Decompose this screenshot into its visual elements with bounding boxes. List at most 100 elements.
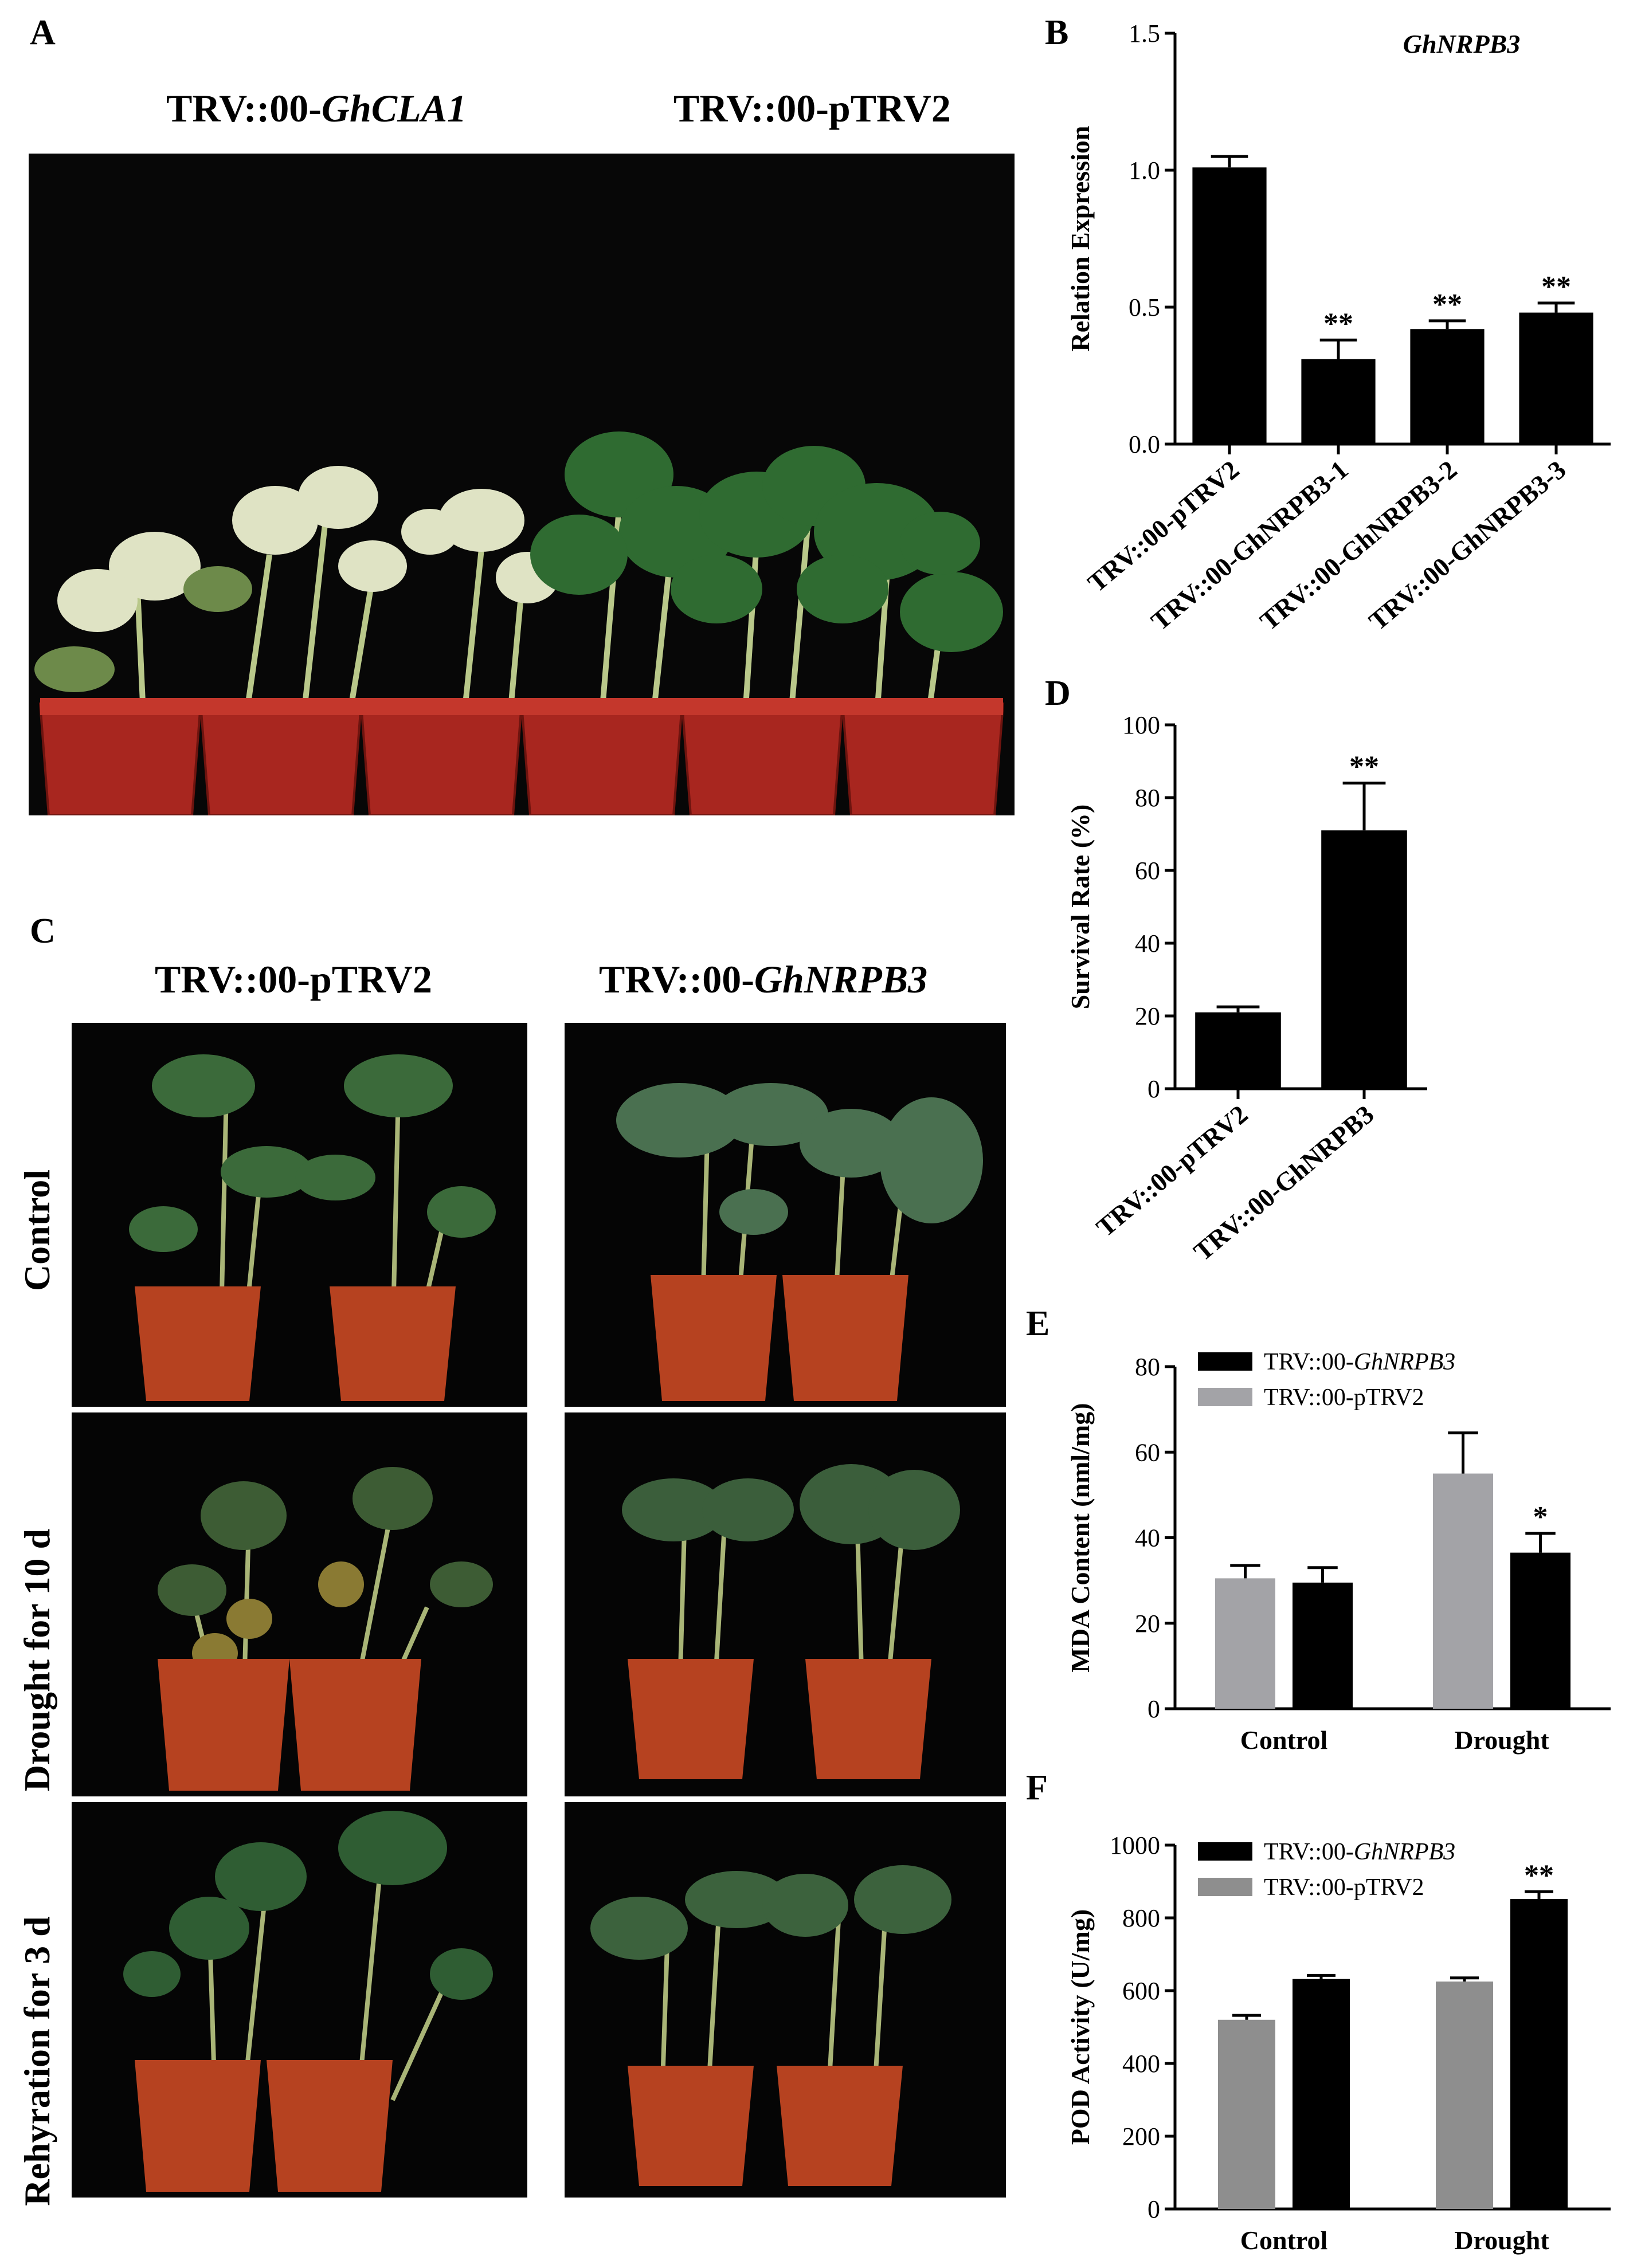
significance-mark: ** <box>1524 1859 1554 1892</box>
panel-letter-f: F <box>1026 1768 1048 1807</box>
bar <box>1321 830 1407 1089</box>
photo-ghnrpb3-rehydration <box>565 1802 1006 2198</box>
plant-illustration <box>72 1412 527 1796</box>
y-tick-label: 0 <box>1147 1075 1160 1103</box>
x-tick-label: TRV::00-GhNRPB3-1 <box>1145 455 1353 636</box>
significance-mark: ** <box>1432 288 1462 321</box>
plant-illustration <box>565 1412 1006 1796</box>
photo-ptrv2-rehydration <box>72 1802 527 2198</box>
y-axis-label: Survival Rate (%) <box>1066 805 1095 1010</box>
chart-e-mda-content: 0 20 40 60 80 MDA Content (nml/mg) Control * Dro… <box>1066 1349 1611 1755</box>
legend-swatch <box>1198 1842 1252 1861</box>
y-tick-label: 20 <box>1135 1610 1160 1638</box>
legend-label: TRV::00-pTRV2 <box>1264 1384 1424 1411</box>
legend-swatch <box>1198 1878 1252 1896</box>
x-tick-label: TRV::00-GhNRPB3-2 <box>1254 455 1462 636</box>
y-tick-label: 1.0 <box>1129 156 1160 185</box>
y-tick-label: 1000 <box>1110 1831 1160 1859</box>
legend-label: TRV::00-pTRV2 <box>1264 1874 1424 1901</box>
legend-swatch <box>1198 1352 1252 1371</box>
plant-illustration <box>72 1023 527 1407</box>
label-gene: GhNRPB3 <box>754 958 928 1001</box>
y-axis-label: MDA Content (nml/mg) <box>1066 1403 1095 1672</box>
legend-label-prefix: TRV::00-pTRV2 <box>1264 1874 1424 1901</box>
x-tick-label: TRV::00-GhNRPB3-3 <box>1363 455 1571 636</box>
photo-ghnrpb3-drought <box>565 1412 1006 1796</box>
bar <box>1433 1473 1493 1709</box>
legend-label-prefix: TRV::00-pTRV2 <box>1264 1384 1424 1411</box>
panel-c-col-label-ptrv2: TRV::00-pTRV2 <box>155 957 432 1002</box>
bar <box>1510 1898 1568 2209</box>
panel-letter-c: C <box>30 912 56 951</box>
y-tick-label: 0.0 <box>1129 430 1160 458</box>
y-tick-label: 80 <box>1135 784 1160 812</box>
plant-illustration <box>565 1802 1006 2198</box>
bar <box>1510 1552 1570 1709</box>
x-tick-label: Drought <box>1454 2226 1549 2255</box>
y-tick-label: 100 <box>1122 711 1160 739</box>
panel-letter-b: B <box>1045 13 1069 52</box>
y-tick-label: 60 <box>1135 857 1160 885</box>
chart-b-relative-expression: 0.0 0.5 1.0 1.5 Relation Expression GhNRPB3 TR… <box>1066 19 1611 636</box>
y-tick-label: 200 <box>1122 2122 1160 2151</box>
bar <box>1293 1979 1350 2209</box>
x-tick-label: Drought <box>1454 1725 1549 1755</box>
legend-label-prefix: TRV::00- <box>1264 1349 1354 1375</box>
y-tick-label: 60 <box>1135 1438 1160 1466</box>
y-axis-label: POD Activity (U/mg) <box>1066 1909 1095 2145</box>
label-prefix: TRV::00- <box>599 958 754 1001</box>
panel-c-col-label-ghnrpb3: TRV::00-GhNRPB3 <box>599 957 927 1002</box>
photo-ptrv2-control <box>72 1023 527 1407</box>
bar <box>1218 2019 1275 2209</box>
y-tick-label: 400 <box>1122 2050 1160 2078</box>
x-tick-label: Control <box>1240 1725 1328 1755</box>
bar <box>1293 1582 1353 1709</box>
legend-label-gene: GhNRPB3 <box>1354 1839 1455 1865</box>
significance-mark: ** <box>1323 307 1353 340</box>
label-prefix: TRV::00-pTRV2 <box>673 87 951 130</box>
label-prefix: TRV::00- <box>166 87 322 130</box>
y-tick-label: 20 <box>1135 1002 1160 1030</box>
panel-a-label-ptrv2: TRV::00-pTRV2 <box>673 86 951 131</box>
y-tick-label: 800 <box>1122 1904 1160 1932</box>
y-tick-label: 40 <box>1135 929 1160 958</box>
legend-label: TRV::00-GhNRPB3 <box>1264 1839 1455 1865</box>
legend-label-gene: GhNRPB3 <box>1354 1349 1455 1375</box>
plant-illustration <box>565 1023 1006 1407</box>
chart-f-pod-activity: 0 200 400 600 800 1000 POD Activity (U/mg) Cont… <box>1066 1831 1611 2255</box>
legend-swatch <box>1198 1388 1252 1406</box>
panel-a-label-gh-cla1: TRV::00-GhCLA1 <box>166 86 467 131</box>
bar <box>1519 312 1593 444</box>
x-tick-label: Control <box>1240 2226 1328 2255</box>
panel-a-seedlings-photo <box>29 154 1015 815</box>
panel-letter-e: E <box>1026 1304 1050 1343</box>
bar <box>1410 329 1485 444</box>
y-tick-label: 0 <box>1147 1695 1160 1723</box>
significance-mark: ** <box>1541 270 1571 303</box>
significance-mark: * <box>1533 1501 1548 1533</box>
seedlings-illustration <box>29 154 1015 815</box>
y-tick-label: 1.5 <box>1129 19 1160 48</box>
panel-letter-a: A <box>30 13 56 52</box>
legend-label: TRV::00-GhNRPB3 <box>1264 1349 1455 1375</box>
bar <box>1436 1981 1493 2209</box>
significance-mark: ** <box>1349 751 1379 783</box>
panel-letter-d: D <box>1045 674 1071 713</box>
panel-c-row-label-drought: Drought for 10 d <box>17 1528 57 1792</box>
chart-title: GhNRPB3 <box>1403 29 1520 58</box>
y-tick-label: 600 <box>1122 1977 1160 2005</box>
bar <box>1195 1012 1281 1089</box>
y-tick-label: 0 <box>1147 2195 1160 2223</box>
y-tick-label: 80 <box>1135 1353 1160 1381</box>
bar <box>1301 359 1376 444</box>
photo-ptrv2-drought <box>72 1412 527 1796</box>
bar <box>1215 1578 1275 1709</box>
plant-illustration <box>72 1802 527 2198</box>
label-gene: GhCLA1 <box>321 87 467 130</box>
photo-ghnrpb3-control <box>565 1023 1006 1407</box>
y-tick-label: 0.5 <box>1129 293 1160 321</box>
y-axis-label: Relation Expression <box>1066 125 1095 351</box>
label-prefix: TRV::00-pTRV2 <box>155 958 432 1001</box>
bar <box>1192 167 1267 444</box>
